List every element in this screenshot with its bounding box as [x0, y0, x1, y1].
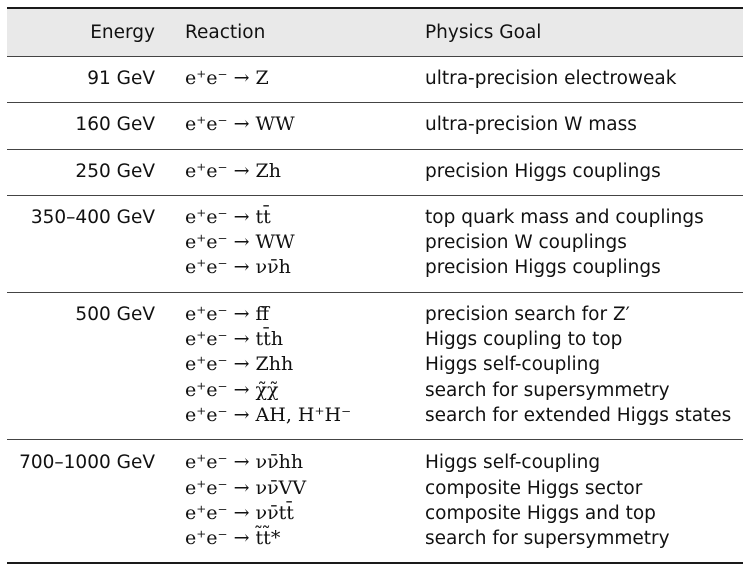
header-reaction: Reaction: [185, 22, 266, 43]
table-row: 91 GeV e⁺e⁻ → Z ultra-precision electrowea…: [7, 66, 743, 91]
reaction-cell: e⁺e⁻ → tt̄h: [185, 328, 284, 351]
header-rule: [7, 56, 743, 57]
physics-goal-cell: precision Higgs couplings: [425, 257, 661, 279]
group-divider: [7, 439, 743, 441]
reaction-cell: e⁺e⁻ → χ̃χ̃: [185, 378, 279, 401]
table-header: Energy Reaction Physics Goal: [7, 9, 743, 56]
table-row: e⁺e⁻ → AH, H⁺H⁻ search for extended Higgs…: [7, 403, 743, 428]
table-row: e⁺e⁻ → νν̄VV composite Higgs sector: [7, 476, 743, 501]
reaction-cell: e⁺e⁻ → WW: [185, 231, 295, 254]
reaction-cell: e⁺e⁻ → νν̄hh: [185, 451, 304, 474]
physics-goal-cell: ultra-precision electroweak: [425, 68, 677, 89]
energy-group: 91 GeV e⁺e⁻ → Z ultra-precision electrowea…: [7, 57, 743, 102]
physics-goal-cell: search for supersymmetry: [425, 379, 670, 401]
physics-goal-cell: composite Higgs sector: [425, 477, 643, 499]
table-row: e⁺e⁻ → χ̃χ̃ search for supersymmetry: [7, 378, 743, 403]
header-physics-goal: Physics Goal: [425, 22, 542, 43]
header-energy: Energy: [90, 22, 155, 43]
reaction-cell: e⁺e⁻ → νν̄tt̄: [185, 501, 294, 524]
energy-group: 160 GeV e⁺e⁻ → WW ultra-precision W mass: [7, 103, 743, 148]
reaction-cell: e⁺e⁻ → Z: [185, 67, 269, 89]
table-row: 250 GeV e⁺e⁻ → Zh precision Higgs coupling…: [7, 159, 743, 184]
table-row: e⁺e⁻ → νν̄h precision Higgs couplings: [7, 255, 743, 280]
table-row: e⁺e⁻ → WW precision W couplings: [7, 230, 743, 255]
table-bottom-rule: [7, 562, 743, 565]
energy-cell: 250 GeV: [75, 160, 155, 182]
energy-group: 250 GeV e⁺e⁻ → Zh precision Higgs coupling…: [7, 150, 743, 195]
physics-goal-cell: precision Higgs couplings: [425, 160, 661, 182]
energy-group: 700–1000 GeV e⁺e⁻ → νν̄hh Higgs self-coupl…: [7, 440, 743, 562]
group-divider: [7, 194, 743, 196]
energy-cell: 350–400 GeV: [30, 206, 155, 228]
physics-goal-cell: precision W couplings: [425, 232, 627, 254]
physics-goal-cell: precision search for Z′: [425, 303, 630, 325]
reaction-cell: e⁺e⁻ → AH, H⁺H⁻: [185, 403, 352, 426]
energy-cell: 700–1000 GeV: [19, 452, 155, 474]
energy-cell: 91 GeV: [87, 68, 155, 89]
reaction-cell: e⁺e⁻ → WW: [185, 113, 295, 136]
reaction-cell: e⁺e⁻ → Zh: [185, 159, 281, 182]
physics-goal-cell: search for extended Higgs states: [425, 404, 732, 426]
table-row: e⁺e⁻ → t̃t̃* search for supersymmetry: [7, 526, 743, 551]
reaction-cell: e⁺e⁻ → ff̄: [185, 302, 270, 325]
collider-physics-table: Energy Reaction Physics Goal 91 GeV e⁺e⁻ …: [7, 7, 743, 565]
physics-goal-cell: top quark mass and couplings: [425, 206, 704, 228]
reaction-cell: e⁺e⁻ → νν̄h: [185, 256, 291, 279]
physics-goal-cell: Higgs coupling to top: [425, 329, 623, 351]
physics-goal-cell: Higgs self-coupling: [425, 354, 601, 376]
physics-goal-cell: search for supersymmetry: [425, 528, 670, 550]
physics-goal-cell: composite Higgs and top: [425, 502, 656, 524]
energy-group: 500 GeV e⁺e⁻ → ff̄ precision search for Z′…: [7, 293, 743, 439]
reaction-cell: e⁺e⁻ → tt̄: [185, 205, 271, 228]
table-row: 500 GeV e⁺e⁻ → ff̄ precision search for Z′: [7, 302, 743, 327]
physics-goal-cell: Higgs self-coupling: [425, 452, 601, 474]
table-body: 91 GeV e⁺e⁻ → Z ultra-precision electrowea…: [7, 57, 743, 562]
group-divider: [7, 102, 743, 104]
table-row: e⁺e⁻ → Zhh Higgs self-coupling: [7, 352, 743, 377]
reaction-cell: e⁺e⁻ → Zhh: [185, 353, 294, 376]
table-row: e⁺e⁻ → tt̄h Higgs coupling to top: [7, 327, 743, 352]
table-row: 700–1000 GeV e⁺e⁻ → νν̄hh Higgs self-coupl…: [7, 450, 743, 475]
energy-group: 350–400 GeV e⁺e⁻ → tt̄ top quark mass and …: [7, 196, 743, 292]
group-divider: [7, 148, 743, 150]
table-row: 160 GeV e⁺e⁻ → WW ultra-precision W mass: [7, 112, 743, 137]
energy-cell: 160 GeV: [75, 114, 155, 136]
energy-cell: 500 GeV: [75, 303, 155, 325]
table-row: 350–400 GeV e⁺e⁻ → tt̄ top quark mass and …: [7, 205, 743, 230]
table-top-rule: [7, 7, 743, 9]
reaction-cell: e⁺e⁻ → t̃t̃*: [185, 527, 281, 550]
table-row: e⁺e⁻ → νν̄tt̄ composite Higgs and top: [7, 501, 743, 526]
physics-goal-cell: ultra-precision W mass: [425, 114, 637, 136]
group-divider: [7, 291, 743, 293]
reaction-cell: e⁺e⁻ → νν̄VV: [185, 476, 307, 499]
